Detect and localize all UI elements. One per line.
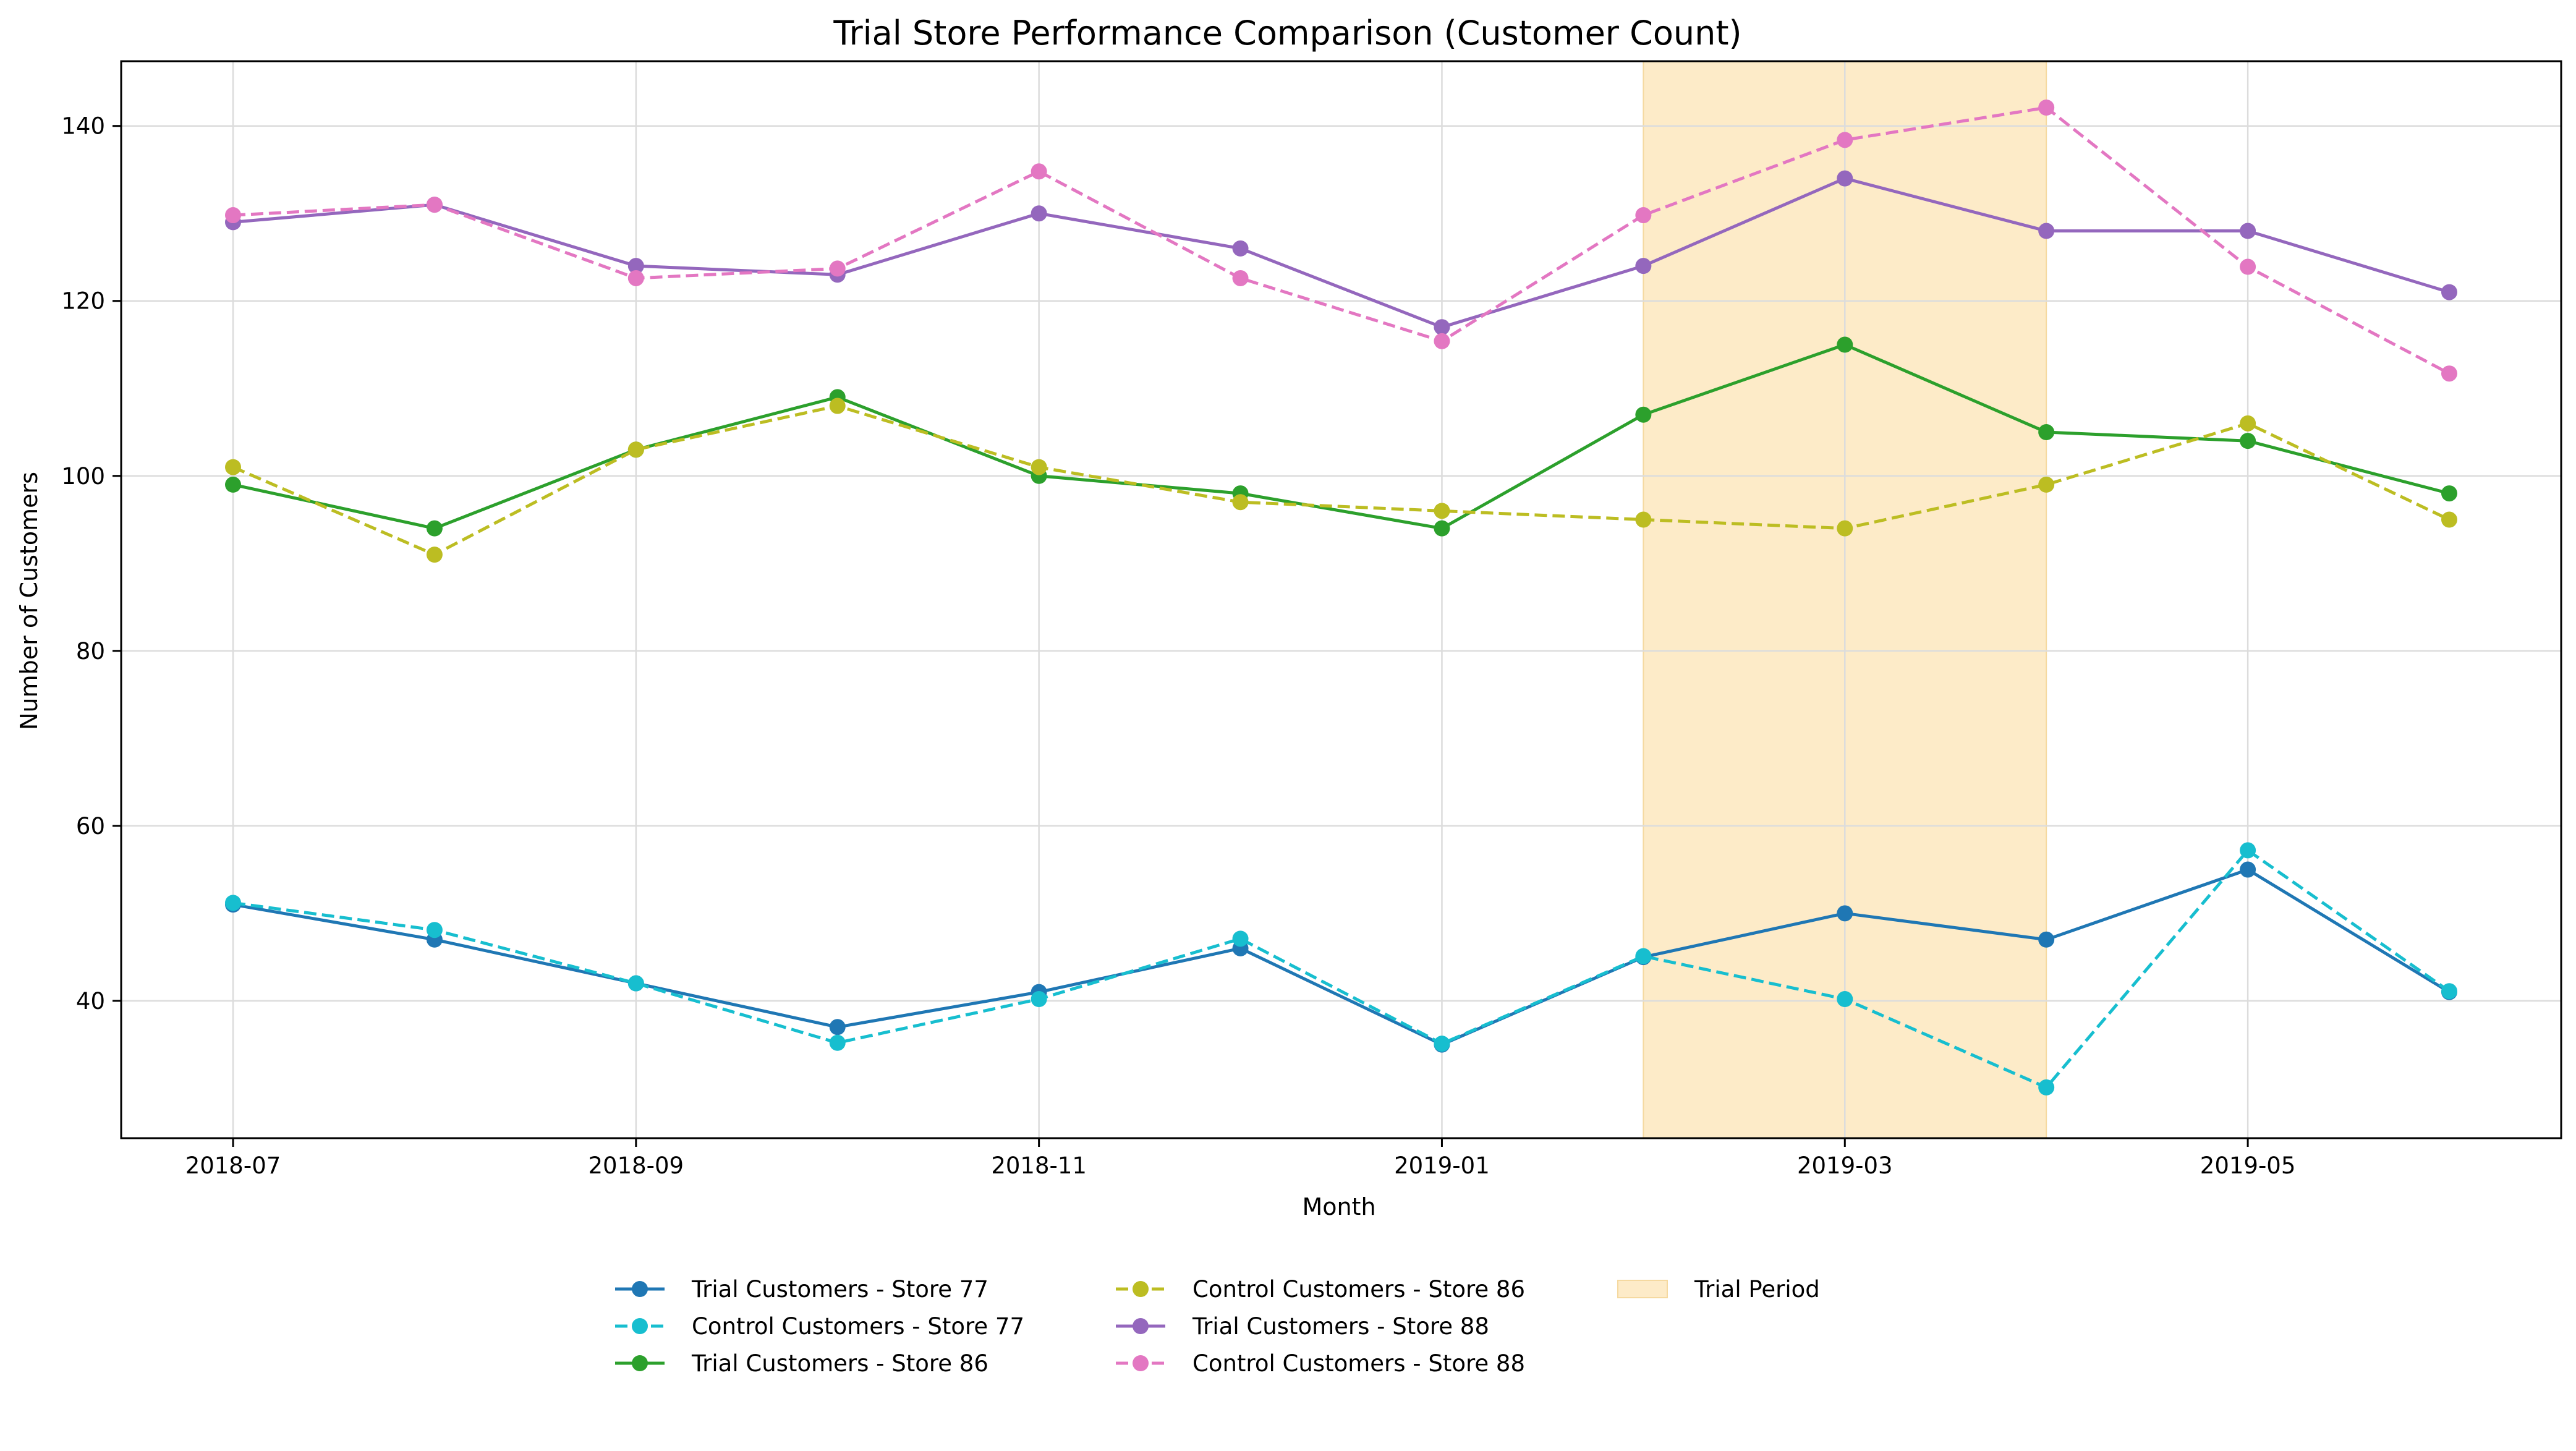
data-point [627,441,644,458]
y-tick-label: 140 [61,113,105,140]
data-point [1434,333,1450,349]
data-point [2038,424,2055,441]
plot-frame [120,60,2562,1139]
x-tick-label: 2018-09 [589,1152,684,1179]
y-tick-label: 100 [61,463,105,490]
data-point [1837,905,1853,922]
data-point [627,270,644,286]
data-point [1031,163,1047,180]
data-point [1232,270,1249,286]
x-tick-label: 2018-07 [185,1152,281,1179]
data-point [829,1034,846,1051]
data-point [829,260,846,277]
data-point [1031,205,1047,222]
series-line [232,848,2451,1089]
data-point [426,520,443,537]
x-tick-label: 2019-01 [1394,1152,1490,1179]
data-point [1031,990,1047,1007]
chart-title: Trial Store Performance Comparison (Cust… [833,14,1741,53]
series-line [232,106,2451,375]
data-point [1635,406,1652,423]
data-point [2038,1079,2055,1096]
data-point [2441,485,2457,502]
data-point [829,398,846,414]
legend-label: Trial Customers - Store 77 [691,1276,988,1303]
legend-marker [1133,1281,1149,1297]
data-point [1837,520,1853,537]
y-tick-label: 40 [76,988,105,1015]
series-line [232,177,2450,329]
data-point [1232,494,1249,511]
plot-area: 2018-07 2018-09 2018-11 2019-01 2019-03 2019-… [61,60,2562,1179]
data-point [1434,520,1450,537]
x-axis-label: Month [1302,1193,1375,1220]
data-point [1837,132,1853,148]
legend-label: Trial Customers - Store 86 [691,1350,988,1377]
data-point [1837,170,1853,187]
data-point [829,1019,846,1036]
data-point [2038,223,2055,239]
data-point [1434,503,1450,519]
data-point [225,207,241,224]
legend-patch [1617,1280,1668,1298]
legend-marker [1133,1318,1149,1334]
data-point [627,975,644,992]
series-line [232,343,2450,530]
y-tick-label: 60 [76,813,105,840]
legend-marker [632,1318,648,1334]
data-point [1434,319,1450,336]
data-point [627,258,644,274]
data-point [2240,861,2256,878]
data-point [1635,511,1652,528]
data-point [2240,258,2256,275]
legend-marker [1133,1355,1149,1371]
data-point [2441,365,2457,382]
data-point [225,476,241,493]
legend-marker [632,1355,648,1371]
y-axis-label: Number of Customers [15,472,43,730]
data-point [2240,433,2256,449]
data-point [2240,415,2256,432]
x-tick-label: 2018-11 [991,1152,1087,1179]
x-tick-label: 2019-05 [2200,1152,2296,1179]
legend-label: Control Customers - Store 77 [692,1313,1024,1340]
data-point [2240,842,2256,859]
data-point [225,459,241,475]
data-point [1635,948,1652,964]
legend-label: Control Customers - Store 88 [1192,1350,1525,1377]
data-point [2441,511,2457,528]
data-point [2038,931,2055,948]
data-point [1635,207,1652,224]
data-point [2038,476,2055,493]
series-line [232,404,2451,556]
legend-label: Trial Customers - Store 88 [1192,1313,1489,1340]
data-point [1031,459,1047,475]
data-point [2441,983,2457,1000]
data-point [1837,990,1853,1007]
legend: Trial Customers - Store 77 Control Custom… [615,1276,1820,1377]
y-tick-label: 80 [76,638,105,665]
legend-label: Control Customers - Store 86 [1192,1276,1525,1303]
x-tick-label: 2019-03 [1797,1152,1893,1179]
data-point [1837,336,1853,353]
data-point [1635,258,1652,274]
data-point [1232,240,1249,257]
data-point [1232,930,1249,947]
data-point [426,922,443,938]
legend-marker [632,1281,648,1297]
data-point [426,547,443,563]
data-point [2441,284,2457,300]
data-point [225,895,241,911]
series-line [232,868,2451,1047]
y-tick-label: 120 [61,288,105,315]
legend-label: Trial Period [1694,1276,1820,1303]
data-point [2038,100,2055,116]
data-point [2240,223,2256,239]
data-point [426,197,443,213]
data-point [1434,1036,1450,1052]
